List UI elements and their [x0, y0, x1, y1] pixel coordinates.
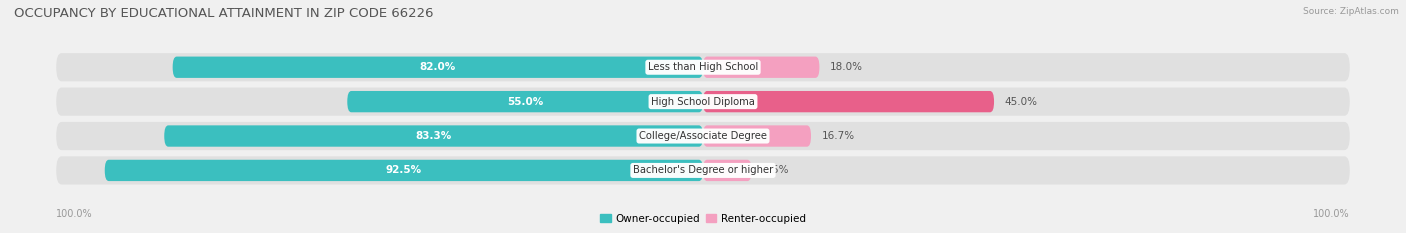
- Text: Source: ZipAtlas.com: Source: ZipAtlas.com: [1303, 7, 1399, 16]
- FancyBboxPatch shape: [56, 88, 1350, 116]
- FancyBboxPatch shape: [56, 122, 1350, 150]
- Text: 7.5%: 7.5%: [762, 165, 789, 175]
- Text: College/Associate Degree: College/Associate Degree: [638, 131, 768, 141]
- FancyBboxPatch shape: [105, 160, 703, 181]
- FancyBboxPatch shape: [703, 91, 994, 112]
- FancyBboxPatch shape: [703, 160, 752, 181]
- FancyBboxPatch shape: [173, 57, 703, 78]
- Text: OCCUPANCY BY EDUCATIONAL ATTAINMENT IN ZIP CODE 66226: OCCUPANCY BY EDUCATIONAL ATTAINMENT IN Z…: [14, 7, 433, 20]
- Text: 45.0%: 45.0%: [1004, 97, 1038, 107]
- FancyBboxPatch shape: [703, 57, 820, 78]
- Legend: Owner-occupied, Renter-occupied: Owner-occupied, Renter-occupied: [596, 209, 810, 228]
- Text: Less than High School: Less than High School: [648, 62, 758, 72]
- Text: 55.0%: 55.0%: [508, 97, 543, 107]
- Text: 100.0%: 100.0%: [56, 209, 93, 219]
- FancyBboxPatch shape: [56, 53, 1350, 81]
- Text: 92.5%: 92.5%: [385, 165, 422, 175]
- FancyBboxPatch shape: [703, 125, 811, 147]
- Text: Bachelor's Degree or higher: Bachelor's Degree or higher: [633, 165, 773, 175]
- Text: 82.0%: 82.0%: [420, 62, 456, 72]
- FancyBboxPatch shape: [165, 125, 703, 147]
- FancyBboxPatch shape: [347, 91, 703, 112]
- Text: High School Diploma: High School Diploma: [651, 97, 755, 107]
- Text: 16.7%: 16.7%: [821, 131, 855, 141]
- Text: 100.0%: 100.0%: [1313, 209, 1350, 219]
- Text: 18.0%: 18.0%: [830, 62, 863, 72]
- Text: 83.3%: 83.3%: [416, 131, 451, 141]
- FancyBboxPatch shape: [56, 156, 1350, 185]
